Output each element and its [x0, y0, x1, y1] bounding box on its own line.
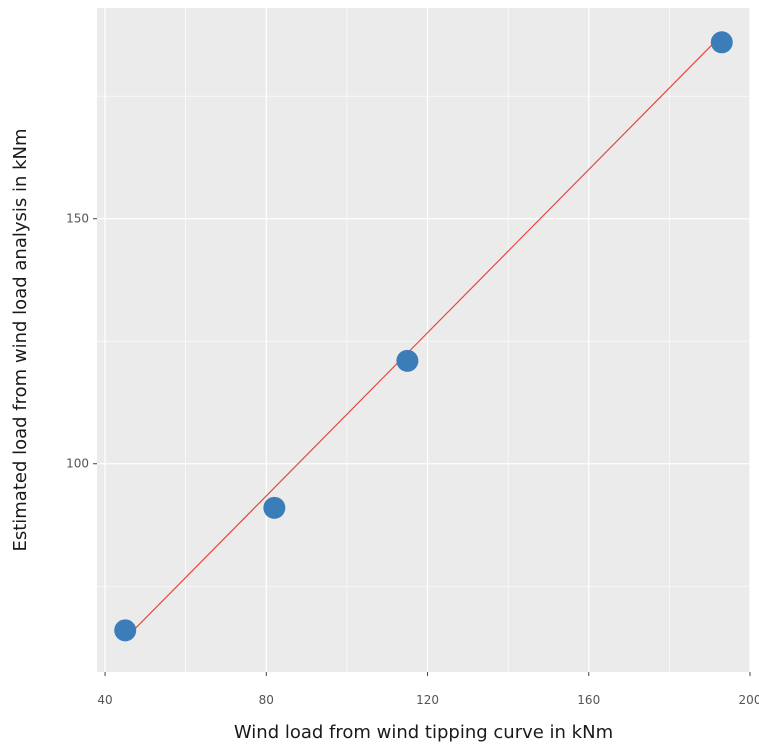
x-axis-ticks: 40 80 120 160 200 [97, 672, 759, 707]
fit-line [124, 34, 723, 640]
x-tick-label: 160 [577, 693, 600, 707]
y-tick-label: 100 [66, 457, 89, 471]
fit-line-layer [124, 34, 723, 640]
points-layer [114, 31, 733, 642]
y-axis-title: Estimated load from wind load analysis i… [10, 128, 31, 551]
major-grid [97, 8, 751, 672]
x-tick-label: 80 [259, 693, 274, 707]
minor-grid [97, 8, 750, 672]
data-point [396, 349, 419, 372]
x-tick-label: 200 [739, 693, 759, 707]
y-axis-ticks: 100 150 [66, 212, 97, 471]
y-tick-label: 150 [66, 212, 89, 226]
data-point [114, 619, 137, 642]
data-point [710, 31, 733, 54]
x-tick-label: 120 [416, 693, 439, 707]
data-point [263, 496, 286, 519]
x-axis-title: Wind load from wind tipping curve in kNm [234, 722, 613, 743]
panel-background [97, 8, 750, 672]
x-tick-label: 40 [97, 693, 112, 707]
